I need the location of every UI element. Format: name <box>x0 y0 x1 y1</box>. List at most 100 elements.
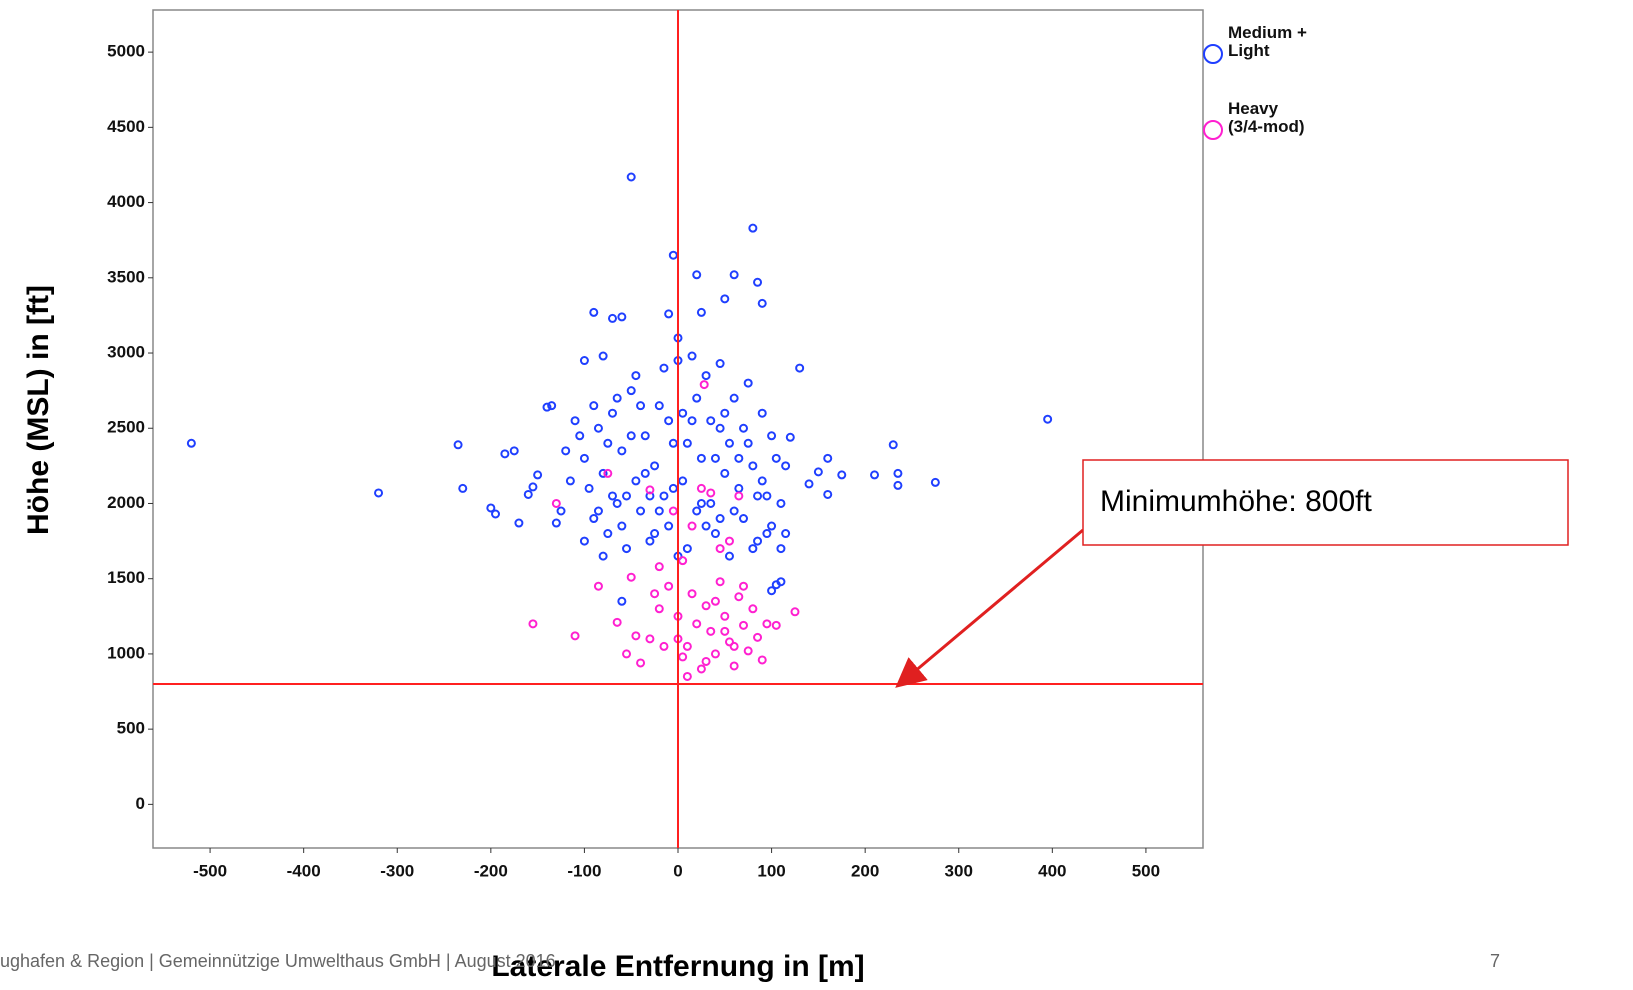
data-point <box>748 223 758 233</box>
data-point <box>734 491 744 501</box>
data-point <box>734 453 744 463</box>
data-point <box>692 506 702 516</box>
data-point <box>696 664 706 674</box>
data-point <box>696 498 706 508</box>
data-point <box>645 634 655 644</box>
data-point <box>696 453 706 463</box>
x-tick-label: -400 <box>287 861 321 880</box>
data-point <box>593 423 603 433</box>
data-point <box>514 518 524 528</box>
data-point <box>762 529 772 539</box>
x-tick-label: -500 <box>193 861 227 880</box>
data-point <box>743 438 753 448</box>
data-point <box>570 416 580 426</box>
data-point <box>636 658 646 668</box>
x-tick-label: 200 <box>851 861 879 880</box>
y-tick-label: 2000 <box>107 493 145 512</box>
data-point <box>748 604 758 614</box>
data-point <box>729 506 739 516</box>
data-point <box>720 468 730 478</box>
data-point <box>654 506 664 516</box>
data-point <box>739 423 749 433</box>
x-tick-label: 400 <box>1038 861 1066 880</box>
data-point <box>739 620 749 630</box>
data-point <box>743 646 753 656</box>
data-point <box>533 470 543 480</box>
data-point <box>724 438 734 448</box>
data-point <box>636 506 646 516</box>
data-point <box>598 351 608 361</box>
data-point <box>706 416 716 426</box>
data-point <box>636 401 646 411</box>
data-point <box>579 453 589 463</box>
data-point <box>823 489 833 499</box>
data-point <box>753 536 763 546</box>
data-point <box>650 461 660 471</box>
data-point <box>612 393 622 403</box>
data-point <box>668 506 678 516</box>
data-point <box>664 521 674 531</box>
y-tick-label: 0 <box>136 794 145 813</box>
data-point <box>603 529 613 539</box>
data-point <box>570 631 580 641</box>
data-point <box>729 661 739 671</box>
data-point <box>715 514 725 524</box>
data-point <box>687 351 697 361</box>
data-point <box>678 556 688 566</box>
data-point <box>486 503 496 513</box>
y-tick-label: 4500 <box>107 117 145 136</box>
data-point <box>589 307 599 317</box>
data-point <box>654 604 664 614</box>
data-point <box>720 611 730 621</box>
y-tick-label: 2500 <box>107 418 145 437</box>
data-point <box>771 453 781 463</box>
data-point <box>781 461 791 471</box>
data-point <box>491 509 501 519</box>
data-point <box>729 270 739 280</box>
data-point <box>579 536 589 546</box>
data-point <box>575 431 585 441</box>
legend-label: Heavy (3/4-mod) <box>1228 99 1305 136</box>
data-point <box>715 423 725 433</box>
data-point <box>757 655 767 665</box>
data-point <box>682 641 692 651</box>
data-point <box>626 572 636 582</box>
data-point <box>650 529 660 539</box>
data-point <box>748 544 758 554</box>
data-point <box>804 479 814 489</box>
data-point <box>729 393 739 403</box>
data-point <box>734 592 744 602</box>
data-point <box>720 626 730 636</box>
page-number: 7 <box>1490 951 1500 971</box>
data-point <box>556 506 566 516</box>
data-point <box>767 521 777 531</box>
legend-label: Medium + Light <box>1228 23 1307 60</box>
x-tick-label: 300 <box>945 861 973 880</box>
data-point <box>551 518 561 528</box>
data-point <box>715 577 725 587</box>
data-point <box>762 491 772 501</box>
data-point <box>565 476 575 486</box>
x-tick-label: -300 <box>380 861 414 880</box>
data-point <box>645 536 655 546</box>
data-point <box>692 270 702 280</box>
data-point <box>710 649 720 659</box>
data-point <box>771 620 781 630</box>
x-tick-label: -100 <box>567 861 601 880</box>
data-point <box>607 408 617 418</box>
data-point <box>631 371 641 381</box>
data-point <box>528 482 538 492</box>
data-point <box>757 298 767 308</box>
data-point <box>678 652 688 662</box>
data-point <box>762 619 772 629</box>
data-point <box>589 514 599 524</box>
data-point <box>776 577 786 587</box>
data-point <box>837 470 847 480</box>
data-point <box>823 453 833 463</box>
data-point <box>687 416 697 426</box>
data-point <box>701 656 711 666</box>
data-point <box>888 440 898 450</box>
data-point <box>607 491 617 501</box>
data-point <box>701 601 711 611</box>
x-tick-label: 500 <box>1132 861 1160 880</box>
